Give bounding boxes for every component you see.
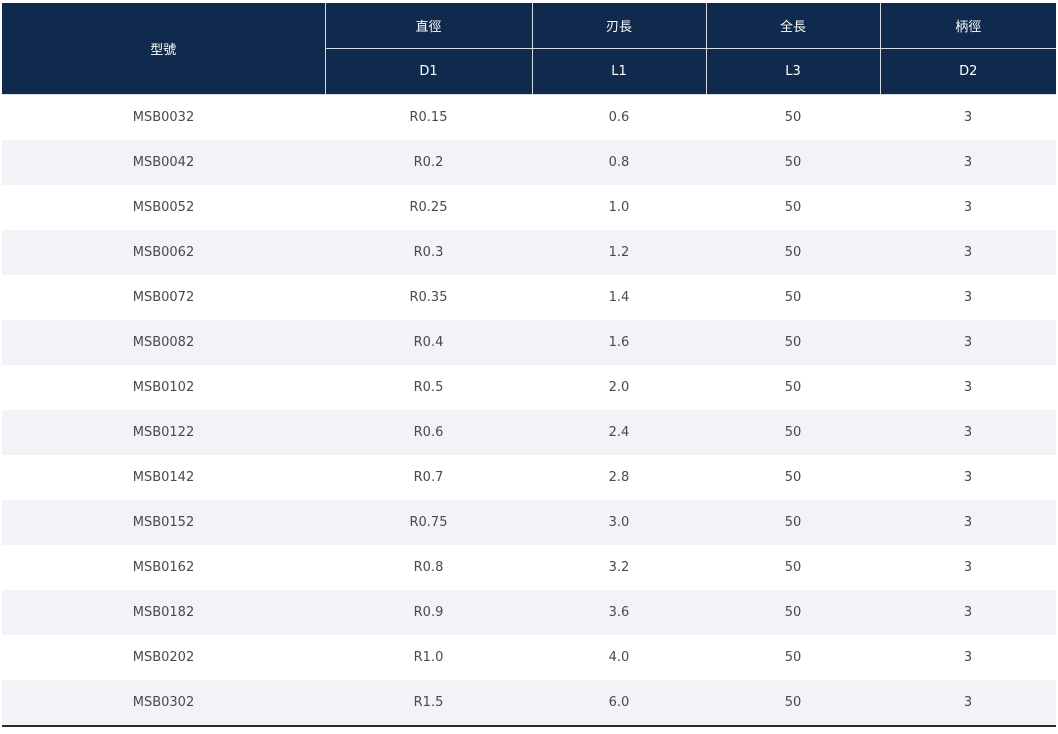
cell-l1: 3.6 [532, 590, 706, 635]
cell-model: MSB0302 [2, 680, 325, 725]
cell-l3: 50 [706, 590, 880, 635]
cell-model: MSB0102 [2, 365, 325, 410]
cell-d2: 3 [880, 635, 1056, 680]
header-overall-length: 全長 [705, 3, 880, 49]
cell-l1: 1.2 [532, 230, 706, 275]
cell-d2: 3 [880, 185, 1056, 230]
cell-d1: R0.4 [325, 320, 532, 365]
cell-l3: 50 [706, 455, 880, 500]
cell-d1: R0.25 [325, 185, 532, 230]
cell-d2: 3 [880, 590, 1056, 635]
table-header: 型號 直徑 刃長 全長 柄徑 D1 L1 L3 D2 [2, 3, 1056, 95]
cell-l1: 6.0 [532, 680, 706, 725]
cell-l3: 50 [706, 320, 880, 365]
cell-d1: R1.5 [325, 680, 532, 725]
cell-d2: 3 [880, 230, 1056, 275]
cell-l3: 50 [706, 500, 880, 545]
cell-l1: 1.4 [532, 275, 706, 320]
header-code-d2: D2 [879, 48, 1056, 95]
table-row: MSB0072 R0.35 1.4 50 3 [2, 275, 1056, 320]
cell-l1: 2.8 [532, 455, 706, 500]
cell-model: MSB0072 [2, 275, 325, 320]
table-bottom-rule [2, 725, 1056, 727]
cell-d2: 3 [880, 94, 1056, 140]
cell-d2: 3 [880, 275, 1056, 320]
cell-d1: R0.3 [325, 230, 532, 275]
table-row: MSB0142 R0.7 2.8 50 3 [2, 455, 1056, 500]
cell-d2: 3 [880, 455, 1056, 500]
cell-model: MSB0122 [2, 410, 325, 455]
table-row: MSB0062 R0.3 1.2 50 3 [2, 230, 1056, 275]
cell-l3: 50 [706, 680, 880, 725]
cell-d1: R0.6 [325, 410, 532, 455]
header-model: 型號 [2, 3, 325, 95]
cell-l3: 50 [706, 94, 880, 140]
header-diameter: 直徑 [324, 3, 532, 49]
cell-model: MSB0182 [2, 590, 325, 635]
cell-l1: 1.0 [532, 185, 706, 230]
cell-model: MSB0062 [2, 230, 325, 275]
cell-model: MSB0202 [2, 635, 325, 680]
cell-model: MSB0162 [2, 545, 325, 590]
cell-model: MSB0152 [2, 500, 325, 545]
cell-d1: R0.5 [325, 365, 532, 410]
cell-l3: 50 [706, 545, 880, 590]
table-row: MSB0202 R1.0 4.0 50 3 [2, 635, 1056, 680]
cell-d1: R0.15 [325, 94, 532, 140]
header-row-names: 型號 直徑 刃長 全長 柄徑 [2, 3, 1056, 95]
table-row: MSB0152 R0.75 3.0 50 3 [2, 500, 1056, 545]
cell-l1: 0.6 [532, 94, 706, 140]
table-row: MSB0052 R0.25 1.0 50 3 [2, 185, 1056, 230]
table-row: MSB0122 R0.6 2.4 50 3 [2, 410, 1056, 455]
cell-l3: 50 [706, 635, 880, 680]
cell-l3: 50 [706, 365, 880, 410]
cell-model: MSB0052 [2, 185, 325, 230]
cell-d1: R0.7 [325, 455, 532, 500]
cell-d2: 3 [880, 320, 1056, 365]
header-row-codes: D1 L1 L3 D2 [2, 48, 1056, 95]
cell-d2: 3 [880, 410, 1056, 455]
cell-d2: 3 [880, 545, 1056, 590]
header-shank-diameter: 柄徑 [879, 3, 1056, 49]
table-row: MSB0082 R0.4 1.6 50 3 [2, 320, 1056, 365]
table-row: MSB0182 R0.9 3.6 50 3 [2, 590, 1056, 635]
cell-l3: 50 [706, 140, 880, 185]
cell-l3: 50 [706, 410, 880, 455]
cell-l1: 3.0 [532, 500, 706, 545]
spec-table: 型號 直徑 刃長 全長 柄徑 D1 L1 L3 D2 MSB0032 R0.15 0… [2, 3, 1056, 725]
cell-l3: 50 [706, 185, 880, 230]
cell-d1: R0.9 [325, 590, 532, 635]
cell-l1: 3.2 [532, 545, 706, 590]
cell-l3: 50 [706, 230, 880, 275]
table-row: MSB0032 R0.15 0.6 50 3 [2, 94, 1056, 140]
cell-d1: R0.2 [325, 140, 532, 185]
cell-l3: 50 [706, 275, 880, 320]
header-code-l1: L1 [531, 48, 706, 95]
cell-model: MSB0042 [2, 140, 325, 185]
cell-model: MSB0142 [2, 455, 325, 500]
cell-l1: 2.0 [532, 365, 706, 410]
cell-d1: R0.75 [325, 500, 532, 545]
cell-d2: 3 [880, 680, 1056, 725]
table-row: MSB0162 R0.8 3.2 50 3 [2, 545, 1056, 590]
cell-d1: R0.35 [325, 275, 532, 320]
cell-model: MSB0032 [2, 94, 325, 140]
cell-d2: 3 [880, 500, 1056, 545]
cell-model: MSB0082 [2, 320, 325, 365]
cell-l1: 2.4 [532, 410, 706, 455]
cell-l1: 4.0 [532, 635, 706, 680]
table-row: MSB0302 R1.5 6.0 50 3 [2, 680, 1056, 725]
table-row: MSB0042 R0.2 0.8 50 3 [2, 140, 1056, 185]
cell-d1: R1.0 [325, 635, 532, 680]
header-flute-length: 刃長 [531, 3, 706, 49]
cell-d1: R0.8 [325, 545, 532, 590]
cell-d2: 3 [880, 365, 1056, 410]
table-row: MSB0102 R0.5 2.0 50 3 [2, 365, 1056, 410]
cell-d2: 3 [880, 140, 1056, 185]
cell-l1: 1.6 [532, 320, 706, 365]
header-code-l3: L3 [705, 48, 880, 95]
table-body: MSB0032 R0.15 0.6 50 3 MSB0042 R0.2 0.8 50 3 MSB00… [2, 94, 1056, 725]
header-code-d1: D1 [324, 48, 532, 95]
cell-l1: 0.8 [532, 140, 706, 185]
